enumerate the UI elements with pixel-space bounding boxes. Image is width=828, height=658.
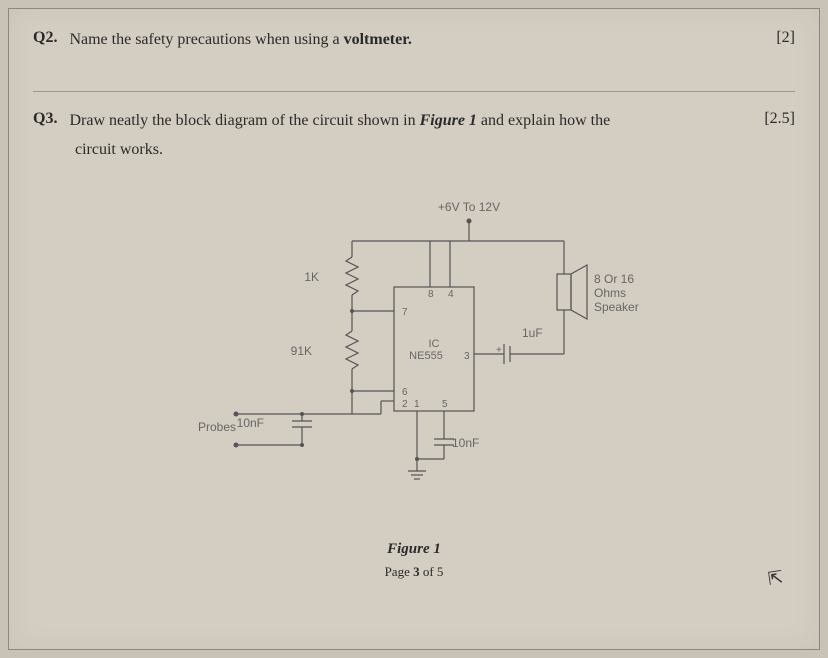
question-2: Q2. Name the safety precautions when usi… <box>33 29 795 51</box>
pagenum-prefix: Page <box>385 564 414 579</box>
pin-1: 1 <box>414 399 420 410</box>
page-container: Q2. Name the safety precautions when usi… <box>8 8 820 650</box>
q2-bold: voltmeter. <box>344 31 412 48</box>
question-divider <box>33 91 795 92</box>
pin-4: 4 <box>448 289 454 300</box>
probes-label: Probes <box>198 420 236 434</box>
q2-text-prefix: Name the safety precautions when using a <box>69 31 343 48</box>
pin-8: 8 <box>428 289 434 300</box>
q2-text: Name the safety precautions when using a… <box>69 29 764 51</box>
speaker-l1: 8 Or 16 <box>594 272 634 286</box>
speaker-box <box>557 274 571 310</box>
resistor-r1 <box>346 257 358 295</box>
speaker-cone <box>571 265 587 319</box>
q3-marks: [2.5] <box>764 110 795 128</box>
chip-label-l2: NE555 <box>409 350 443 362</box>
pin-2: 2 <box>402 399 408 410</box>
q2-marks: [2] <box>776 29 795 47</box>
chip-label-l1: IC <box>429 338 440 350</box>
page-number: Page 3 of 5 <box>33 564 795 580</box>
cap-out-label: 1uF <box>522 326 543 340</box>
speaker-l2: Ohms <box>594 286 626 300</box>
pin-3: 3 <box>464 351 470 362</box>
circuit-svg: +6V To 12V 1K 91K <box>174 199 654 529</box>
question-3: Q3. Draw neatly the block diagram of the… <box>33 110 795 132</box>
q2-number: Q2. <box>33 29 57 47</box>
resistor-r2 <box>346 331 358 369</box>
pagenum-suffix: of 5 <box>420 564 444 579</box>
probe-top <box>234 411 239 416</box>
q3-text-suffix: and explain how the <box>477 112 610 129</box>
pin-7: 7 <box>402 307 408 318</box>
figure-caption: Figure 1 <box>33 541 795 558</box>
pin-5: 5 <box>442 399 448 410</box>
circuit-diagram-wrap: +6V To 12V 1K 91K <box>33 199 795 529</box>
cap-pin5-label: 10nF <box>452 436 479 450</box>
q3-text: Draw neatly the block diagram of the cir… <box>69 110 752 132</box>
q3-subtext: circuit works. <box>75 141 795 159</box>
cap-out-plus: + <box>496 345 502 356</box>
pin-6: 6 <box>402 387 408 398</box>
c1-label: 10nF <box>237 416 264 430</box>
q3-number: Q3. <box>33 110 57 128</box>
supply-label: +6V To 12V <box>438 200 500 214</box>
q3-italic: Figure 1 <box>420 112 477 129</box>
node-gnd-j <box>415 457 419 461</box>
probe-bot <box>234 442 239 447</box>
speaker-l3: Speaker <box>594 300 639 314</box>
circuit-diagram: +6V To 12V 1K 91K <box>174 199 654 529</box>
r1-label: 1K <box>304 270 319 284</box>
r2-label: 91K <box>291 344 312 358</box>
q3-text-prefix: Draw neatly the block diagram of the cir… <box>69 112 419 129</box>
